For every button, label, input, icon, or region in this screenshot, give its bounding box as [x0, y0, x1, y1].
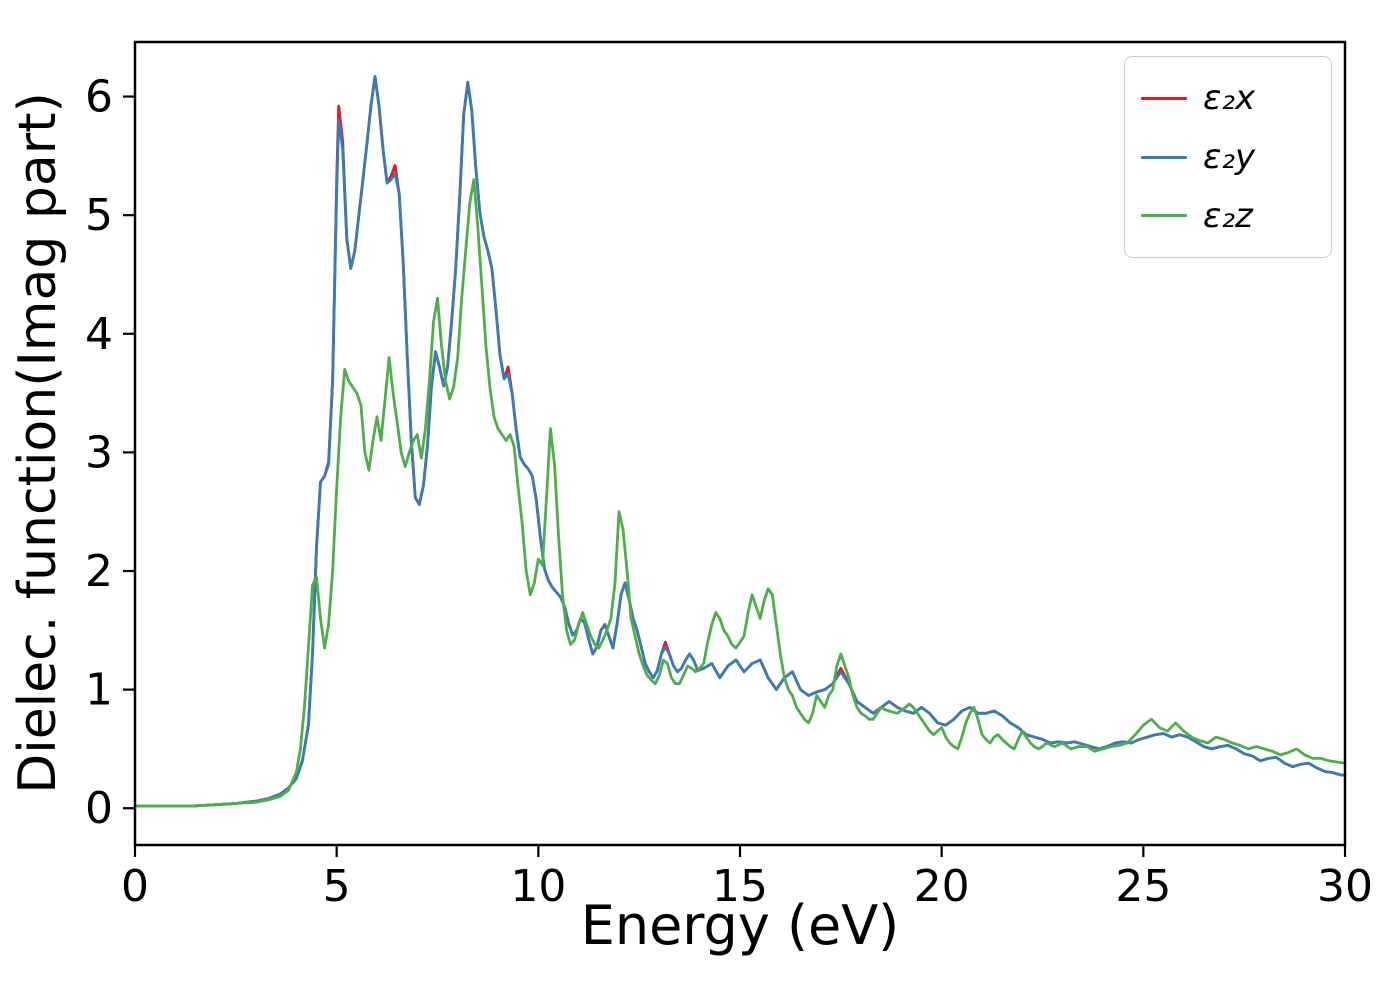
legend-item-eps2x: ε₂x — [1141, 69, 1313, 128]
axes-frame — [133, 40, 1347, 847]
legend-label: ε₂y — [1203, 136, 1256, 177]
x-axis-label: Energy (eV) — [580, 894, 900, 957]
legend-swatch — [1141, 214, 1187, 218]
x-tick-label: 20 — [914, 861, 970, 912]
y-tick-label: 1 — [85, 665, 113, 716]
series-line-eps2y — [133, 75, 1347, 808]
legend-swatch — [1141, 155, 1187, 159]
legend-item-eps2z: ε₂z — [1141, 187, 1313, 246]
legend-label: ε₂z — [1203, 195, 1253, 236]
legend-swatch — [1141, 96, 1187, 100]
x-tick-label: 5 — [323, 861, 351, 912]
x-tick-label: 15 — [712, 861, 768, 912]
y-tick-label: 2 — [85, 546, 113, 597]
y-tick-label: 3 — [85, 427, 113, 478]
y-tick-label: 5 — [85, 190, 113, 241]
x-tick-label: 0 — [121, 861, 149, 912]
x-tick-label: 10 — [510, 861, 566, 912]
y-axis-label: Dielec. function(Imag part) — [8, 92, 68, 794]
legend: ε₂x ε₂y ε₂z — [1124, 56, 1332, 259]
series-line-eps2z — [133, 178, 1347, 808]
legend-label: ε₂x — [1203, 78, 1256, 118]
y-tick-label: 0 — [85, 783, 113, 834]
legend-item-eps2y: ε₂y — [1141, 128, 1313, 187]
y-tick-label: 4 — [85, 309, 113, 360]
y-tick-label: 6 — [85, 72, 113, 123]
x-tick-label: 30 — [1317, 861, 1373, 912]
x-tick-label: 25 — [1115, 861, 1171, 912]
